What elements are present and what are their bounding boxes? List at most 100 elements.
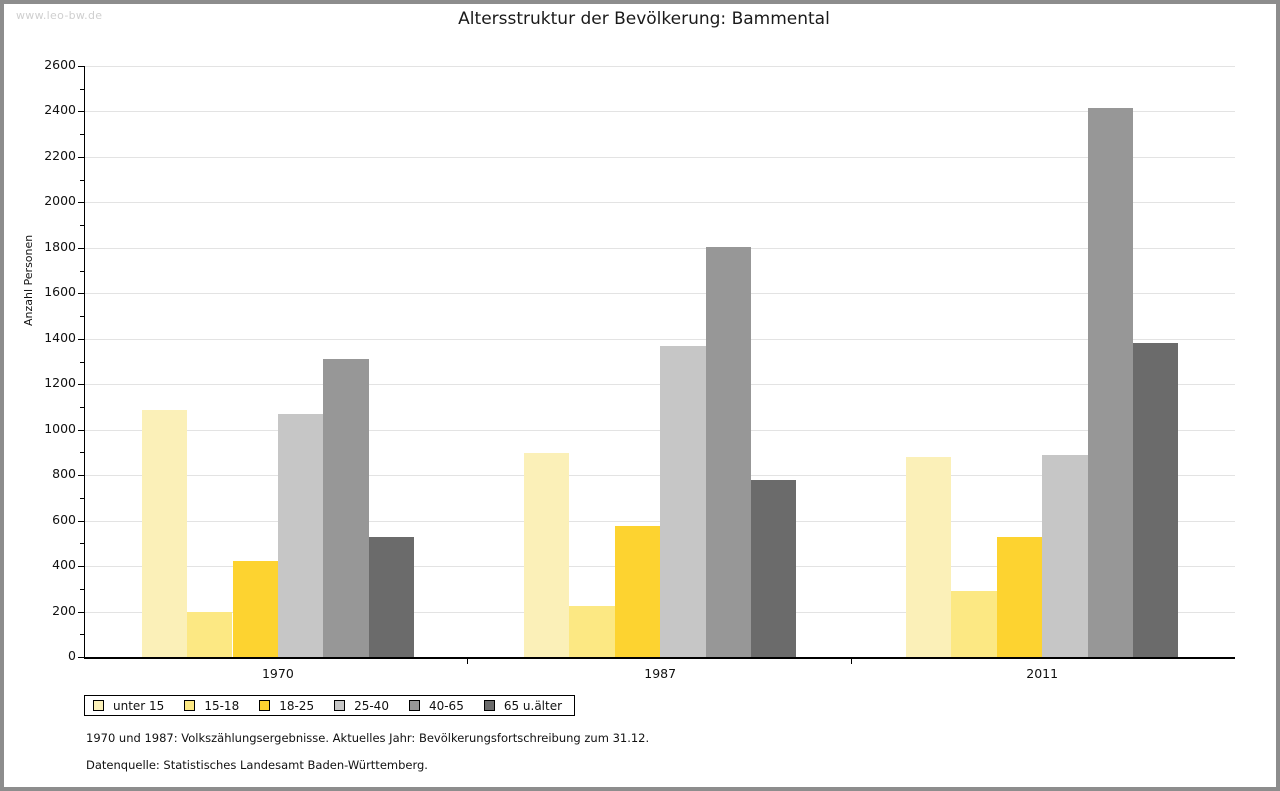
x-axis-tick-label: 1970 [261,666,294,681]
y-axis-minor-tick [80,588,84,590]
plot-area: 0 200 400 600 800 1000 1200 1400 1600 1800 2000 220… [22,58,1235,681]
gridline [84,520,1235,522]
legend-item[interactable]: 18-25 [259,699,314,713]
y-axis-tick-label: 1800 [44,238,76,254]
legend-item-label: 18-25 [279,698,315,713]
y-axis-tick [78,202,84,204]
y-axis-tick-label: 2200 [44,147,76,163]
x-axis-tick [467,657,468,664]
gridline [84,247,1235,249]
y-axis-tick [78,657,84,658]
y-axis-tick-label: 1200 [44,375,76,391]
bar[interactable] [141,410,188,657]
bar[interactable] [569,606,615,657]
y-axis-minor-tick [80,316,84,318]
x-axis-tick-label: 1987 [644,666,677,681]
bar[interactable] [996,537,1043,657]
x-axis-tick [851,657,852,664]
watermark-label: www.leo-bw.de [16,9,103,22]
y-axis-minor-tick [80,179,84,181]
bar[interactable] [524,452,570,657]
legend-item[interactable]: unter 15 [93,699,164,713]
y-axis-title: Anzahl Personen [22,234,35,326]
y-axis-tick [78,611,84,613]
y-axis-tick-label: 2000 [44,193,76,209]
y-axis-tick [78,338,84,340]
y-axis-tick [78,384,84,386]
y-axis-minor-tick [80,634,84,636]
gridline [84,338,1235,340]
bar[interactable] [1087,108,1133,657]
y-axis-tick [78,429,84,431]
legend-swatch-icon [184,700,196,711]
legend-swatch-icon [93,700,104,711]
y-axis-tick-label: 2400 [44,102,76,118]
footnote-method: 1970 und 1987: Volkszählungsergebnisse. … [86,731,650,745]
legend-swatch-icon [408,700,420,711]
gridline [84,66,1235,67]
y-axis-minor-tick [80,134,84,136]
gridline [84,475,1235,477]
y-axis-minor-tick [80,270,84,272]
gridline [84,202,1235,204]
y-axis-tick-label: 800 [52,466,76,482]
legend-item-label: 65 u.älter [503,698,563,713]
legend-item-label: unter 15 [113,698,165,713]
bar[interactable] [232,560,278,657]
bar[interactable] [614,525,661,657]
gridline [84,293,1235,295]
legend-swatch-icon [483,700,495,711]
bar[interactable] [368,536,415,657]
y-axis-tick-label: 600 [52,511,76,527]
y-axis-tick-label: 400 [52,557,76,573]
y-axis-tick [78,293,84,295]
bar[interactable] [660,346,706,657]
y-axis-line [84,66,85,657]
gridline [84,156,1235,158]
y-axis-tick [78,247,84,249]
bar[interactable] [277,413,324,657]
legend-item[interactable]: 65 u.älter [483,698,563,713]
y-axis-tick-label: 1600 [44,284,76,300]
y-axis-minor-tick [80,452,84,454]
bar[interactable] [951,590,997,657]
legend-item-label: 40-65 [428,698,464,713]
chart-legend: unter 15 15-18 18-25 25-40 40-65 65 u.älter [84,695,576,716]
y-axis-tick-label: 0 [68,648,76,663]
bar[interactable] [1133,343,1179,657]
legend-swatch-icon [259,700,271,711]
y-axis-minor-tick [80,361,84,363]
x-axis-tick-label: 2011 [1026,666,1059,681]
y-axis-minor-tick [80,406,84,408]
bar[interactable] [705,247,751,657]
bar[interactable] [1042,455,1088,657]
bar[interactable] [323,358,369,657]
gridline [84,384,1235,386]
x-axis-line [84,657,1235,659]
bar[interactable] [751,479,797,657]
y-axis-tick [78,156,84,158]
y-axis-tick [78,566,84,568]
y-axis-minor-tick [80,88,84,90]
gridline [84,111,1235,113]
y-axis-tick-label: 200 [52,602,76,618]
chart-title: Altersstruktur der Bevölkerung: Bammenta… [458,9,830,29]
legend-item[interactable]: 15-18 [184,699,239,713]
y-axis-tick-label: 1000 [44,420,76,436]
y-axis-tick-label: 2600 [44,57,76,72]
y-axis-minor-tick [80,225,84,227]
y-axis-minor-tick [80,497,84,499]
y-axis-tick [78,520,84,522]
legend-item[interactable]: 40-65 [408,698,464,713]
bar[interactable] [187,611,233,657]
y-axis-tick [78,475,84,477]
legend-item[interactable]: 25-40 [334,699,389,713]
y-axis-minor-tick [80,543,84,545]
y-axis-tick [78,66,84,67]
legend-item-label: 25-40 [354,698,389,713]
footnote-source: Datenquelle: Statistisches Landesamt Bad… [86,758,428,772]
legend-item-label: 15-18 [204,698,240,713]
gridline [84,429,1235,431]
bar[interactable] [906,457,952,657]
